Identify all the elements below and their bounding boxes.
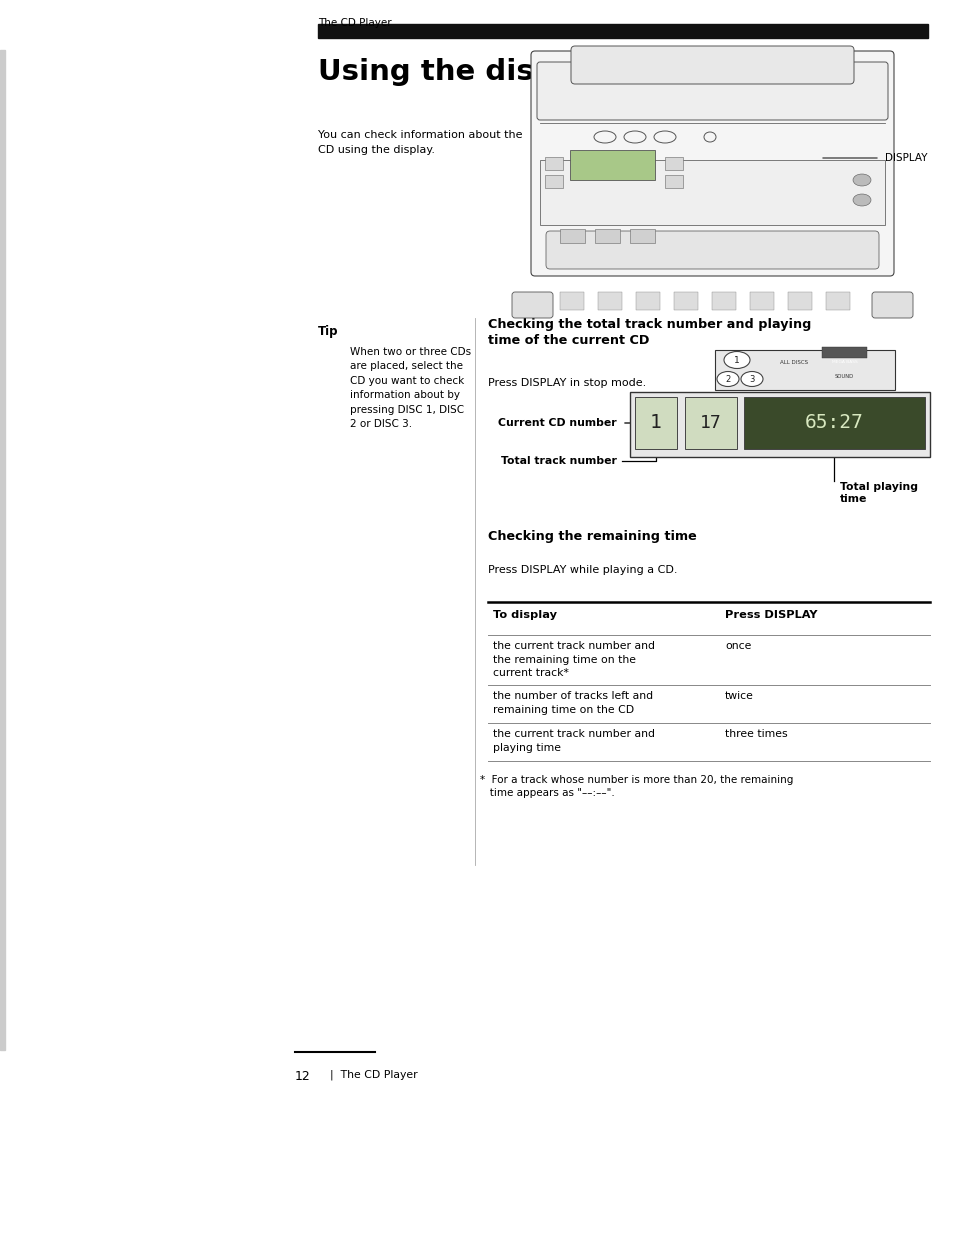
Text: 2: 2 — [724, 375, 730, 383]
Text: *  For a track whose number is more than 20, the remaining
   time appears as "–: * For a track whose number is more than … — [479, 776, 793, 798]
Ellipse shape — [723, 351, 749, 369]
FancyBboxPatch shape — [871, 292, 912, 318]
Text: To display: To display — [493, 610, 557, 620]
Text: 1: 1 — [649, 413, 661, 433]
Bar — [598, 292, 621, 309]
FancyBboxPatch shape — [531, 51, 893, 276]
Bar — [595, 229, 619, 243]
Bar — [711, 292, 735, 309]
Text: 12: 12 — [294, 1070, 311, 1083]
Text: When two or three CDs
are placed, select the
CD you want to check
information ab: When two or three CDs are placed, select… — [350, 346, 471, 429]
Text: three times: three times — [724, 729, 787, 739]
Text: the current track number and
playing time: the current track number and playing tim… — [493, 729, 655, 752]
Bar — [825, 292, 849, 309]
Bar — [714, 350, 894, 390]
Text: the current track number and
the remaining time on the
current track*: the current track number and the remaini… — [493, 641, 655, 678]
Bar — [629, 229, 655, 243]
Bar — [684, 397, 737, 449]
FancyBboxPatch shape — [571, 46, 853, 84]
Bar — [635, 397, 677, 449]
Bar — [749, 292, 773, 309]
Bar — [664, 175, 682, 187]
Text: You can check information about the
CD using the display.: You can check information about the CD u… — [317, 129, 522, 155]
Text: Current CD number: Current CD number — [497, 418, 617, 428]
Bar — [559, 292, 583, 309]
Text: 65:27: 65:27 — [804, 413, 863, 433]
Bar — [569, 150, 655, 180]
Text: once: once — [724, 641, 751, 651]
Bar — [673, 292, 698, 309]
Text: |  The CD Player: | The CD Player — [330, 1070, 417, 1080]
Text: The CD Player: The CD Player — [317, 18, 392, 28]
Text: Checking the total track number and playing
time of the current CD: Checking the total track number and play… — [488, 318, 810, 346]
Text: DISPLAY: DISPLAY — [884, 153, 926, 163]
Text: ALL DISCS: ALL DISCS — [780, 360, 807, 365]
Bar — [636, 292, 659, 309]
FancyBboxPatch shape — [545, 231, 878, 269]
Ellipse shape — [852, 194, 870, 206]
Text: Press DISPLAY in stop mode.: Press DISPLAY in stop mode. — [488, 379, 645, 388]
Text: SOUND: SOUND — [834, 374, 853, 379]
Bar — [629, 392, 929, 457]
Ellipse shape — [740, 371, 762, 386]
Ellipse shape — [717, 371, 739, 386]
Text: the number of tracks left and
remaining time on the CD: the number of tracks left and remaining … — [493, 690, 653, 715]
Bar — [821, 346, 866, 358]
Bar — [559, 229, 584, 243]
Text: 3: 3 — [748, 375, 754, 383]
Text: Tip: Tip — [317, 326, 338, 338]
Text: Press DISPLAY: Press DISPLAY — [724, 610, 817, 620]
Text: Total playing
time: Total playing time — [839, 482, 917, 504]
Text: Checking the remaining time: Checking the remaining time — [488, 530, 696, 543]
Text: 17: 17 — [700, 414, 721, 432]
Bar — [544, 175, 562, 187]
Text: 1: 1 — [734, 355, 740, 365]
FancyBboxPatch shape — [537, 62, 887, 120]
Text: Press DISPLAY while playing a CD.: Press DISPLAY while playing a CD. — [488, 565, 677, 575]
Bar — [787, 292, 811, 309]
Text: twice: twice — [724, 690, 753, 702]
Bar — [317, 23, 927, 38]
Bar — [544, 157, 562, 170]
Bar — [0, 51, 5, 1051]
FancyBboxPatch shape — [512, 292, 553, 318]
Ellipse shape — [852, 174, 870, 186]
Text: Total track number: Total track number — [500, 456, 617, 466]
Bar — [664, 157, 682, 170]
FancyBboxPatch shape — [539, 160, 884, 224]
Text: MEGA BASS: MEGA BASS — [831, 360, 857, 364]
Text: Using the display: Using the display — [317, 58, 602, 86]
Bar — [743, 397, 924, 449]
